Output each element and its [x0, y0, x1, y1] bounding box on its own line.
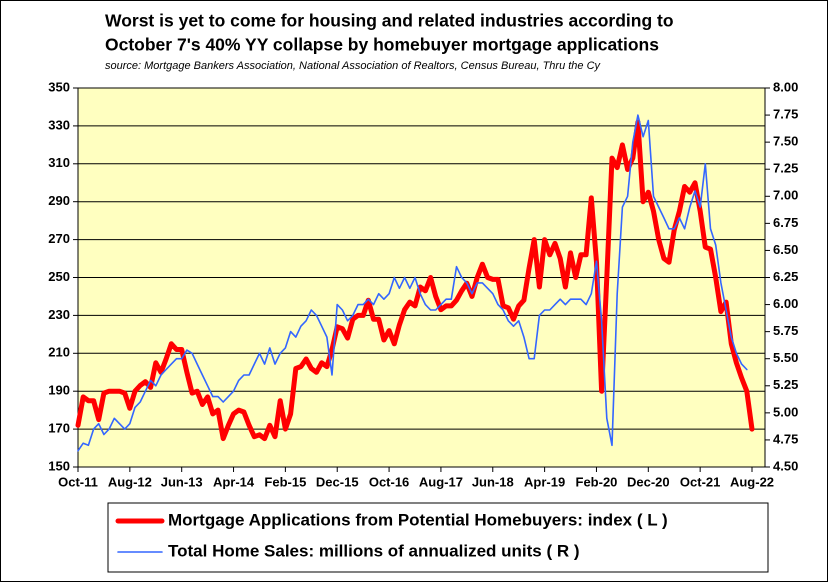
- x-tick-label: Jun-18: [472, 474, 514, 489]
- y-tick-label: 270: [48, 231, 70, 246]
- x-tick-label: Apr-19: [524, 474, 565, 489]
- x-tick-label: Jun-13: [161, 474, 203, 489]
- legend: [107, 502, 769, 573]
- x-tick-label: Feb-15: [264, 474, 306, 489]
- y2-tick-label: 5.75: [773, 323, 798, 338]
- x-tick-label: Aug-22: [730, 474, 774, 489]
- y-tick-label: 290: [48, 193, 70, 208]
- y2-tick-label: 6.75: [773, 215, 798, 230]
- x-tick-label: Oct-11: [58, 474, 98, 489]
- y2-tick-label: 7.00: [773, 188, 798, 203]
- y2-tick-label: 7.75: [773, 107, 798, 122]
- chart-title: October 7's 40% YY collapse by homebuyer…: [105, 35, 659, 55]
- y2-tick-label: 5.50: [773, 350, 798, 365]
- y-tick-label: 210: [48, 345, 70, 360]
- x-tick-label: Dec-15: [316, 474, 359, 489]
- y2-tick-label: 5.00: [773, 404, 798, 419]
- y2-tick-label: 8.00: [773, 79, 798, 94]
- chart-title: Worst is yet to come for housing and rel…: [105, 11, 674, 31]
- x-tick-label: Oct-21: [680, 474, 720, 489]
- series-line: [75, 119, 755, 442]
- x-tick-label: Aug-17: [419, 474, 463, 489]
- y2-tick-label: 4.75: [773, 431, 798, 446]
- y-tick-label: 330: [48, 117, 70, 132]
- x-tick-label: Apr-14: [213, 474, 255, 489]
- legend-label: Mortgage Applications from Potential Hom…: [168, 510, 668, 529]
- x-tick-label: Feb-20: [576, 474, 618, 489]
- x-tick-label: Dec-20: [627, 474, 670, 489]
- y2-tick-label: 6.00: [773, 296, 798, 311]
- y-tick-label: 170: [48, 421, 70, 436]
- x-tick-label: Aug-12: [108, 474, 152, 489]
- y-tick-label: 230: [48, 307, 70, 322]
- chart-subtitle: source: Mortgage Bankers Association, Na…: [105, 60, 602, 72]
- legend-label: Total Home Sales: millions of annualized…: [168, 541, 580, 560]
- y2-tick-label: 6.50: [773, 242, 798, 257]
- y-tick-label: 190: [48, 383, 70, 398]
- x-tick-label: Oct-16: [369, 474, 409, 489]
- y-tick-label: 250: [48, 269, 70, 284]
- y2-tick-label: 6.25: [773, 269, 798, 284]
- y-tick-label: 350: [48, 79, 70, 94]
- y-tick-label: 310: [48, 155, 70, 170]
- series-line: [77, 114, 748, 452]
- y2-tick-label: 7.25: [773, 161, 798, 176]
- y2-tick-label: 5.25: [773, 377, 798, 392]
- y-tick-label: 150: [48, 458, 70, 473]
- y2-tick-label: 4.50: [773, 458, 798, 473]
- y2-tick-label: 7.50: [773, 134, 798, 149]
